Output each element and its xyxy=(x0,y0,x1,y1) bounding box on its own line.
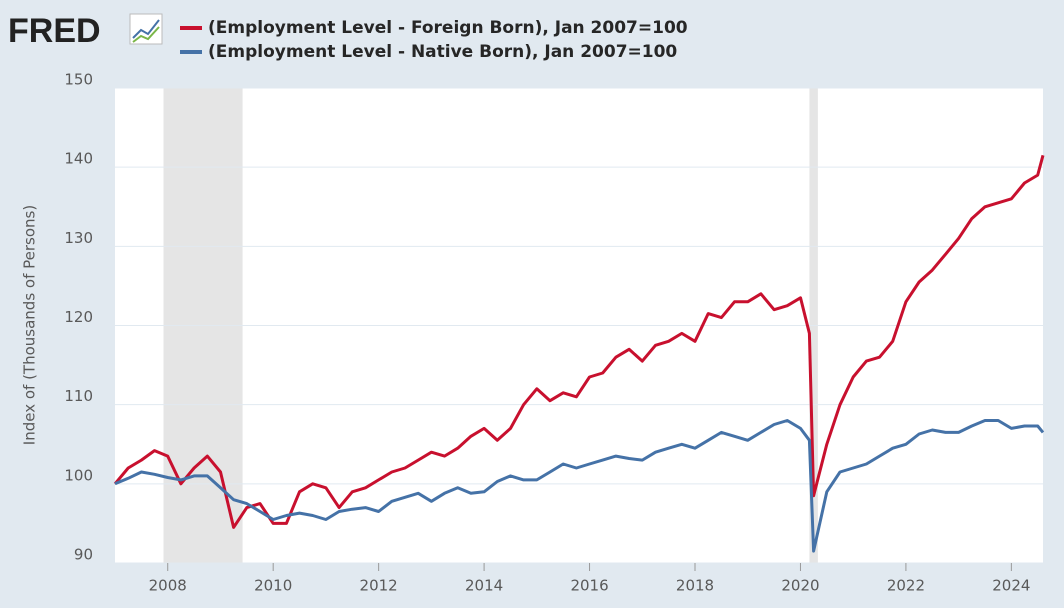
x-tick-label: 2014 xyxy=(465,577,503,595)
x-tick-label: 2018 xyxy=(676,577,714,595)
y-tick-label: 130 xyxy=(64,229,93,247)
x-tick-label: 2020 xyxy=(781,577,819,595)
y-tick-label: 120 xyxy=(64,308,93,326)
legend-label: (Employment Level - Native Born), Jan 20… xyxy=(208,42,677,62)
logo-icon xyxy=(129,13,163,45)
y-axis-label: Index of (Thousands of Persons) xyxy=(21,205,39,445)
y-tick-label: 150 xyxy=(64,71,93,89)
x-tick-label: 2024 xyxy=(992,577,1030,595)
x-tick-label: 2012 xyxy=(360,577,398,595)
x-tick-label: 2016 xyxy=(570,577,608,595)
y-tick-label: 100 xyxy=(64,466,93,484)
y-tick-label: 110 xyxy=(64,387,93,405)
x-tick-label: 2022 xyxy=(887,577,925,595)
series-line xyxy=(113,154,1045,529)
y-tick-label: 90 xyxy=(74,546,93,564)
x-tick-label: 2008 xyxy=(149,577,187,595)
x-tick-label: 2010 xyxy=(254,577,292,595)
y-tick-label: 140 xyxy=(64,150,93,168)
legend-label: (Employment Level - Foreign Born), Jan 2… xyxy=(208,18,688,38)
series-line xyxy=(114,419,1045,553)
logo: FRED xyxy=(8,12,101,50)
